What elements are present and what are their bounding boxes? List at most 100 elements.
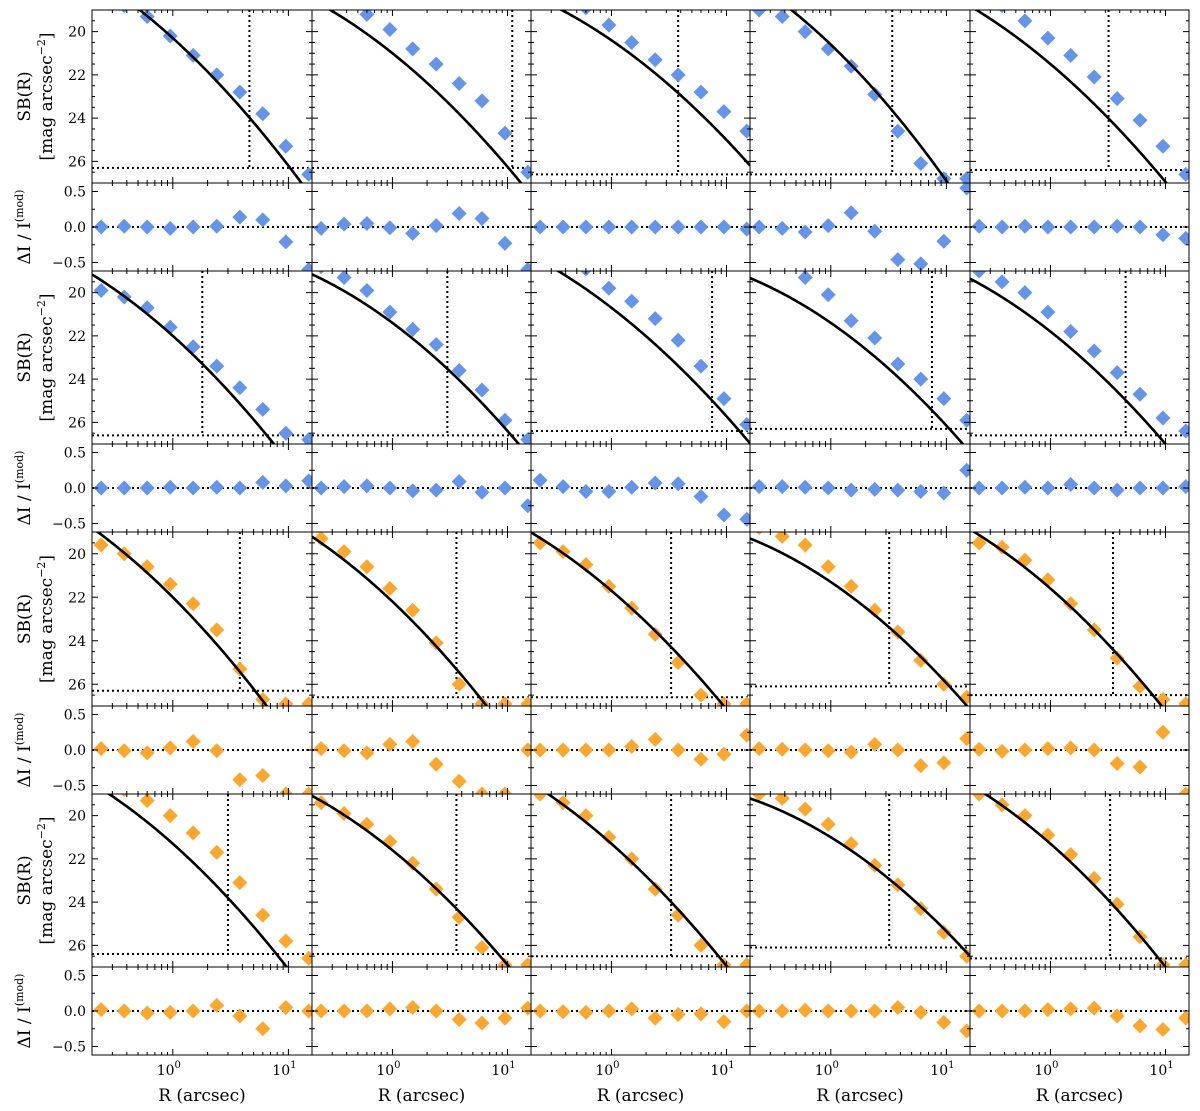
- sb-data-point: [93, 282, 109, 298]
- residual-data-point: [301, 473, 312, 489]
- x-tick-exponent: 0: [613, 1060, 619, 1071]
- residual-data-point: [739, 221, 750, 237]
- res-tick-label: −0.5: [52, 516, 86, 532]
- ticks: [970, 271, 1189, 532]
- sb-data-point: [139, 794, 155, 808]
- residual-plot-area: [970, 218, 1189, 246]
- sb-data-point: [185, 339, 201, 355]
- sb-data-point: [162, 808, 178, 824]
- ticks: [531, 271, 750, 532]
- sb-data-point: [1155, 410, 1171, 426]
- residual-data-point: [232, 772, 248, 788]
- sb-data-point: [913, 652, 929, 668]
- sb-data-point: [255, 106, 271, 122]
- residual-data-point: [578, 742, 594, 758]
- residual-data-point: [209, 218, 225, 234]
- sb-data-point: [185, 825, 201, 841]
- residual-data-point: [209, 997, 225, 1013]
- sb-axis-unit-close: ]: [37, 816, 57, 823]
- residual-data-point: [578, 484, 594, 500]
- res-tick-label: 0.5: [64, 446, 86, 462]
- sb-data-point: [1178, 957, 1189, 967]
- residual-data-point: [751, 1003, 767, 1019]
- sb-data-point: [670, 67, 686, 83]
- sb-data-point: [405, 41, 421, 57]
- sb-data-point: [336, 271, 352, 285]
- sb-data-point: [971, 535, 987, 551]
- residual-data-point: [278, 786, 294, 794]
- residual-data-point: [359, 745, 375, 761]
- res-tick-label: 0.5: [64, 969, 86, 985]
- sb-axis-unit: [mag arcsec: [37, 839, 57, 944]
- galaxy-panel-r3-c2: [311, 531, 532, 795]
- residual-data-point: [162, 479, 178, 495]
- sb-axis-unit-close: ]: [37, 555, 57, 562]
- residual-data-point: [1017, 742, 1033, 758]
- res-tick-label: −0.5: [52, 778, 86, 794]
- residual-data-point: [971, 741, 987, 757]
- sb-data-point: [336, 544, 352, 560]
- residual-data-point: [451, 474, 467, 490]
- residual-data-point: [1017, 1003, 1033, 1019]
- residual-data-point: [405, 483, 421, 499]
- x-tick-exponent: 0: [175, 1060, 181, 1071]
- residual-data-point: [451, 1012, 467, 1028]
- residual-plot-area: [312, 474, 531, 514]
- residual-data-point: [739, 727, 750, 743]
- sb-data-point: [405, 855, 421, 871]
- residual-data-point: [428, 218, 444, 234]
- sb-plot-area: [312, 794, 531, 967]
- sb-plot-area: [92, 794, 312, 967]
- residual-data-point: [994, 480, 1010, 496]
- sb-plot-area: [750, 248, 970, 444]
- x-tick-label: 101: [1149, 1060, 1173, 1079]
- residual-axis-sup: (mod): [13, 190, 26, 223]
- sb-tick-label: 20: [68, 547, 86, 563]
- sb-data-point: [1063, 596, 1079, 612]
- model-curve: [970, 277, 1168, 444]
- sb-data-point: [739, 957, 750, 967]
- sb-data-point: [1178, 423, 1189, 439]
- residual-data-point: [1017, 479, 1033, 495]
- sb-axis-unit: [mag arcsec: [37, 578, 57, 683]
- sb-data-point: [382, 581, 398, 597]
- sb-data-point: [1178, 166, 1189, 182]
- sb-data-point: [1109, 896, 1125, 912]
- model-curve: [973, 10, 1169, 183]
- x-tick-label: 101: [930, 1060, 954, 1079]
- residual-data-point: [405, 225, 421, 241]
- sb-data-point: [739, 123, 750, 139]
- sb-data-point: [185, 596, 201, 612]
- sb-data-point: [497, 125, 513, 141]
- sb-tick-label: 20: [68, 25, 86, 41]
- sb-data-point: [867, 602, 883, 618]
- x-tick-mantissa: 10: [710, 1063, 728, 1079]
- residual-data-point: [116, 1003, 132, 1019]
- panel-band-3: 20 22 24 26 0.5 0.0 −0.5 SB(R) [mag arcsec−2] ΔI …: [13, 531, 1190, 795]
- sb-data-point: [1063, 847, 1079, 863]
- residual-data-point: [913, 1004, 929, 1020]
- sb-data-point: [556, 0, 571, 9]
- sb-data-point: [752, 248, 767, 263]
- residual-plot-area: [531, 727, 750, 767]
- residual-data-point: [497, 235, 513, 251]
- residual-data-point: [93, 480, 109, 496]
- sb-data-point: [774, 794, 790, 806]
- sb-data-point: [162, 576, 178, 592]
- sb-panel-frame: [530, 9, 751, 184]
- residual-data-point: [555, 479, 571, 495]
- sb-plot-area: [92, 532, 312, 706]
- sb-plot-area: [531, 794, 750, 967]
- model-curve: [789, 10, 950, 183]
- sb-data-point: [775, 255, 790, 270]
- sb-axis-unit-exp: −2: [35, 300, 48, 316]
- residual-data-point: [936, 233, 952, 249]
- ticks: [970, 794, 1189, 1055]
- residual-data-point: [1155, 227, 1171, 243]
- sb-data-point: [232, 380, 248, 396]
- sb-axis-label: SB(R) [mag arcsec−2]: [15, 816, 57, 944]
- residual-plot-area: [92, 733, 312, 794]
- sb-data-point: [716, 104, 732, 120]
- galaxy-panel-r3-c1: 20 22 24 26 0.5 0.0 −0.5: [52, 531, 313, 795]
- sb-panel-frame: [749, 531, 971, 707]
